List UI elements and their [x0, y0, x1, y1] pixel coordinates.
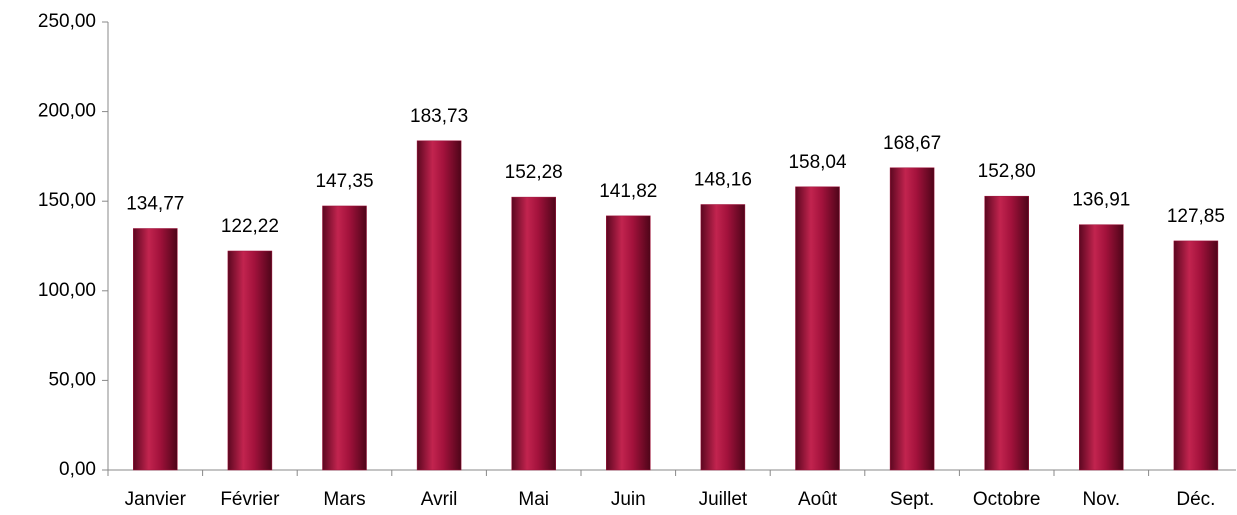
value-label: 147,35	[315, 171, 373, 192]
value-label: 136,91	[1072, 190, 1130, 211]
x-tick-label: Janvier	[125, 489, 187, 510]
y-tick-label: 250,00	[38, 11, 96, 32]
value-label: 168,67	[883, 133, 941, 154]
value-label: 158,04	[788, 152, 847, 173]
bar	[1079, 224, 1124, 471]
value-label: 152,80	[978, 161, 1036, 182]
bar	[984, 195, 1029, 471]
bar	[133, 228, 178, 471]
x-tick-label: Mai	[518, 489, 549, 510]
x-tick-label: Juin	[611, 489, 646, 510]
bar	[416, 140, 462, 471]
x-tick-label: Déc.	[1176, 489, 1215, 510]
bar	[227, 250, 273, 471]
bar	[795, 186, 840, 471]
value-label: 183,73	[410, 106, 468, 127]
x-tick-label: Avril	[421, 489, 458, 510]
value-label: 127,85	[1167, 206, 1225, 227]
x-tick-label: Mars	[323, 489, 365, 510]
bar	[322, 205, 367, 471]
bar	[606, 215, 651, 471]
value-label: 148,16	[694, 170, 752, 191]
y-tick-label: 150,00	[38, 190, 96, 211]
x-tick-label: Nov.	[1082, 489, 1120, 510]
x-tick-label: Octobre	[973, 489, 1041, 510]
value-label: 134,77	[126, 194, 184, 215]
x-tick-label: Février	[220, 489, 280, 510]
value-label: 152,28	[505, 162, 563, 183]
bar	[511, 196, 556, 471]
x-tick-label: Août	[798, 489, 838, 510]
value-label: 122,22	[221, 216, 279, 237]
y-tick-label: 0,00	[59, 459, 96, 480]
bar	[1173, 240, 1219, 471]
x-tick-label: Sept.	[890, 489, 934, 510]
x-tick-label: Juillet	[699, 489, 748, 510]
bar	[700, 204, 746, 471]
y-tick-label: 200,00	[38, 101, 96, 122]
y-tick-label: 100,00	[38, 280, 96, 301]
y-tick-label: 50,00	[48, 369, 96, 390]
value-label: 141,82	[599, 181, 657, 202]
bar	[889, 167, 935, 471]
